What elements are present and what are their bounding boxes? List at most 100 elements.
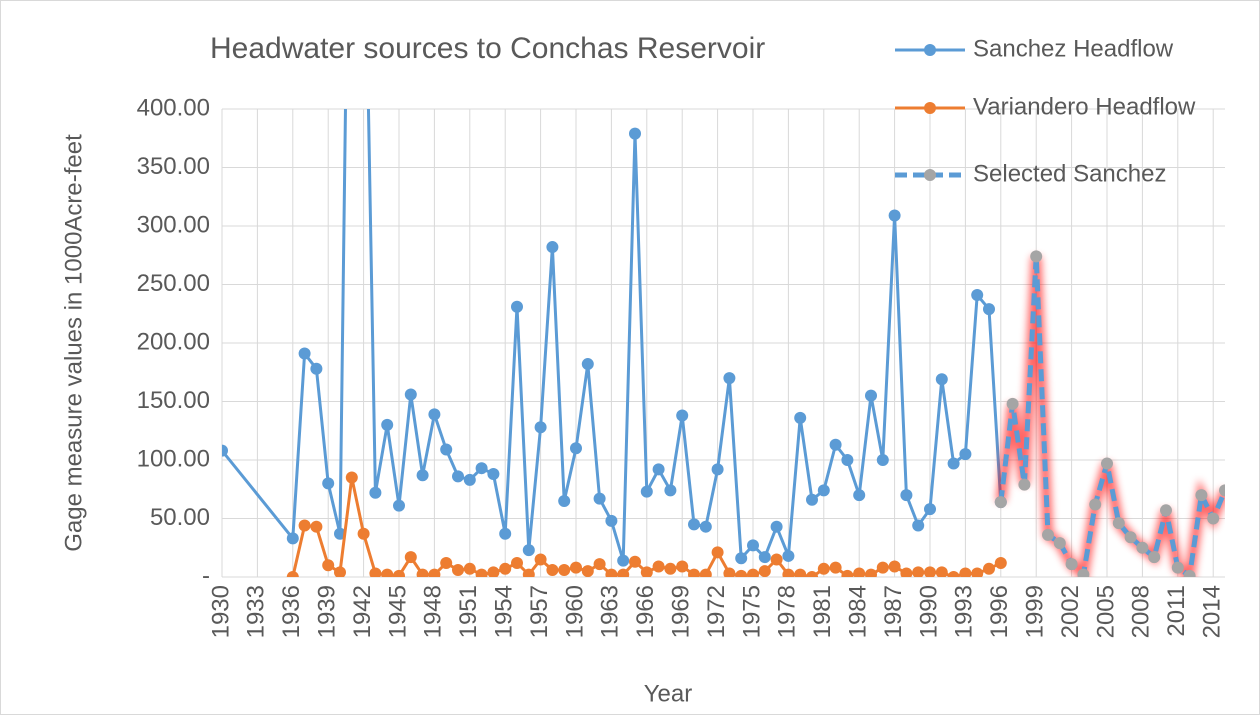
data-point <box>688 568 700 577</box>
data-point <box>475 462 488 475</box>
data-point <box>570 561 582 574</box>
data-point <box>640 485 653 498</box>
data-point <box>593 492 606 505</box>
data-point <box>723 567 736 577</box>
x-tick-label: 1930 <box>207 585 234 638</box>
x-tick-label: 1942 <box>349 585 376 638</box>
x-tick-label: 1987 <box>880 585 907 638</box>
x-tick-label: 1933 <box>243 585 270 638</box>
x-tick-label: 1966 <box>632 585 659 638</box>
data-point <box>770 520 783 533</box>
data-point <box>1124 531 1137 544</box>
data-point <box>876 454 889 466</box>
data-point <box>1006 397 1019 410</box>
data-point <box>935 566 948 577</box>
legend-label: Sanchez Headflow <box>973 35 1174 62</box>
data-point <box>1018 478 1031 491</box>
data-point <box>865 389 877 402</box>
y-tick-label: 200.00 <box>137 328 210 355</box>
data-point <box>1207 512 1220 525</box>
data-point <box>334 566 346 577</box>
data-point <box>865 568 877 577</box>
data-point <box>711 463 724 476</box>
data-point <box>581 358 594 371</box>
data-point <box>440 556 453 569</box>
y-tick-label: 350.00 <box>137 153 210 180</box>
data-point <box>900 489 913 502</box>
x-tick-label: 1957 <box>526 585 553 638</box>
data-point <box>1042 528 1054 541</box>
data-point <box>345 471 358 484</box>
data-point <box>735 552 748 565</box>
data-point <box>888 209 901 222</box>
data-point <box>912 519 925 532</box>
data-point <box>581 565 594 577</box>
data-point <box>1171 561 1184 574</box>
data-point <box>310 520 323 533</box>
data-point <box>1101 457 1113 470</box>
data-point <box>853 567 866 577</box>
data-point <box>711 546 724 559</box>
data-point <box>298 519 311 532</box>
data-point <box>463 473 476 486</box>
x-tick-label: 1960 <box>561 585 588 638</box>
data-point <box>522 544 535 557</box>
data-point <box>794 568 807 577</box>
data-point <box>1183 569 1196 577</box>
data-point <box>605 514 618 527</box>
data-point <box>511 556 523 569</box>
data-point <box>924 566 936 577</box>
data-point <box>747 539 759 552</box>
data-point <box>688 518 700 531</box>
x-tick-label: 1984 <box>845 585 872 638</box>
data-point <box>310 362 323 375</box>
data-point <box>652 463 665 476</box>
data-point <box>369 567 382 577</box>
data-point <box>404 551 417 564</box>
data-point <box>605 568 618 577</box>
data-point <box>617 568 630 577</box>
data-point <box>511 300 523 313</box>
data-point <box>381 568 394 577</box>
data-point <box>475 568 488 577</box>
data-point <box>1030 250 1043 263</box>
y-tick-label: 400.00 <box>137 94 210 121</box>
data-point <box>558 494 571 507</box>
data-point <box>322 559 335 572</box>
data-point <box>640 566 653 577</box>
data-point <box>428 408 441 421</box>
plot-area <box>222 109 1225 577</box>
data-point <box>393 569 405 577</box>
data-point <box>817 562 830 575</box>
data-point <box>593 558 606 571</box>
y-tick-label: 100.00 <box>137 445 210 472</box>
x-tick-label: 1972 <box>703 585 730 638</box>
data-point <box>570 442 582 455</box>
x-tick-label: 1996 <box>986 585 1013 638</box>
x-tick-label: 2011 <box>1163 585 1190 637</box>
data-point <box>947 571 960 577</box>
data-point <box>817 484 830 497</box>
x-tick-label: 1939 <box>314 585 341 638</box>
series-line <box>222 109 1003 562</box>
data-point <box>546 241 559 254</box>
data-point <box>959 448 972 461</box>
data-point <box>806 493 818 506</box>
x-tick-label: 1969 <box>668 585 695 638</box>
data-point <box>723 372 736 385</box>
data-point <box>758 551 771 564</box>
data-point <box>558 563 571 576</box>
data-point <box>947 457 960 470</box>
data-point <box>770 553 783 566</box>
data-point <box>452 563 464 576</box>
data-point <box>971 289 984 302</box>
data-point <box>829 561 842 574</box>
data-point <box>617 554 630 567</box>
data-point <box>487 468 500 481</box>
x-tick-label: 2008 <box>1128 585 1155 638</box>
data-point <box>369 486 382 499</box>
data-point <box>935 373 948 386</box>
data-point <box>1053 537 1066 550</box>
data-point <box>1112 517 1125 530</box>
data-point <box>900 567 913 577</box>
